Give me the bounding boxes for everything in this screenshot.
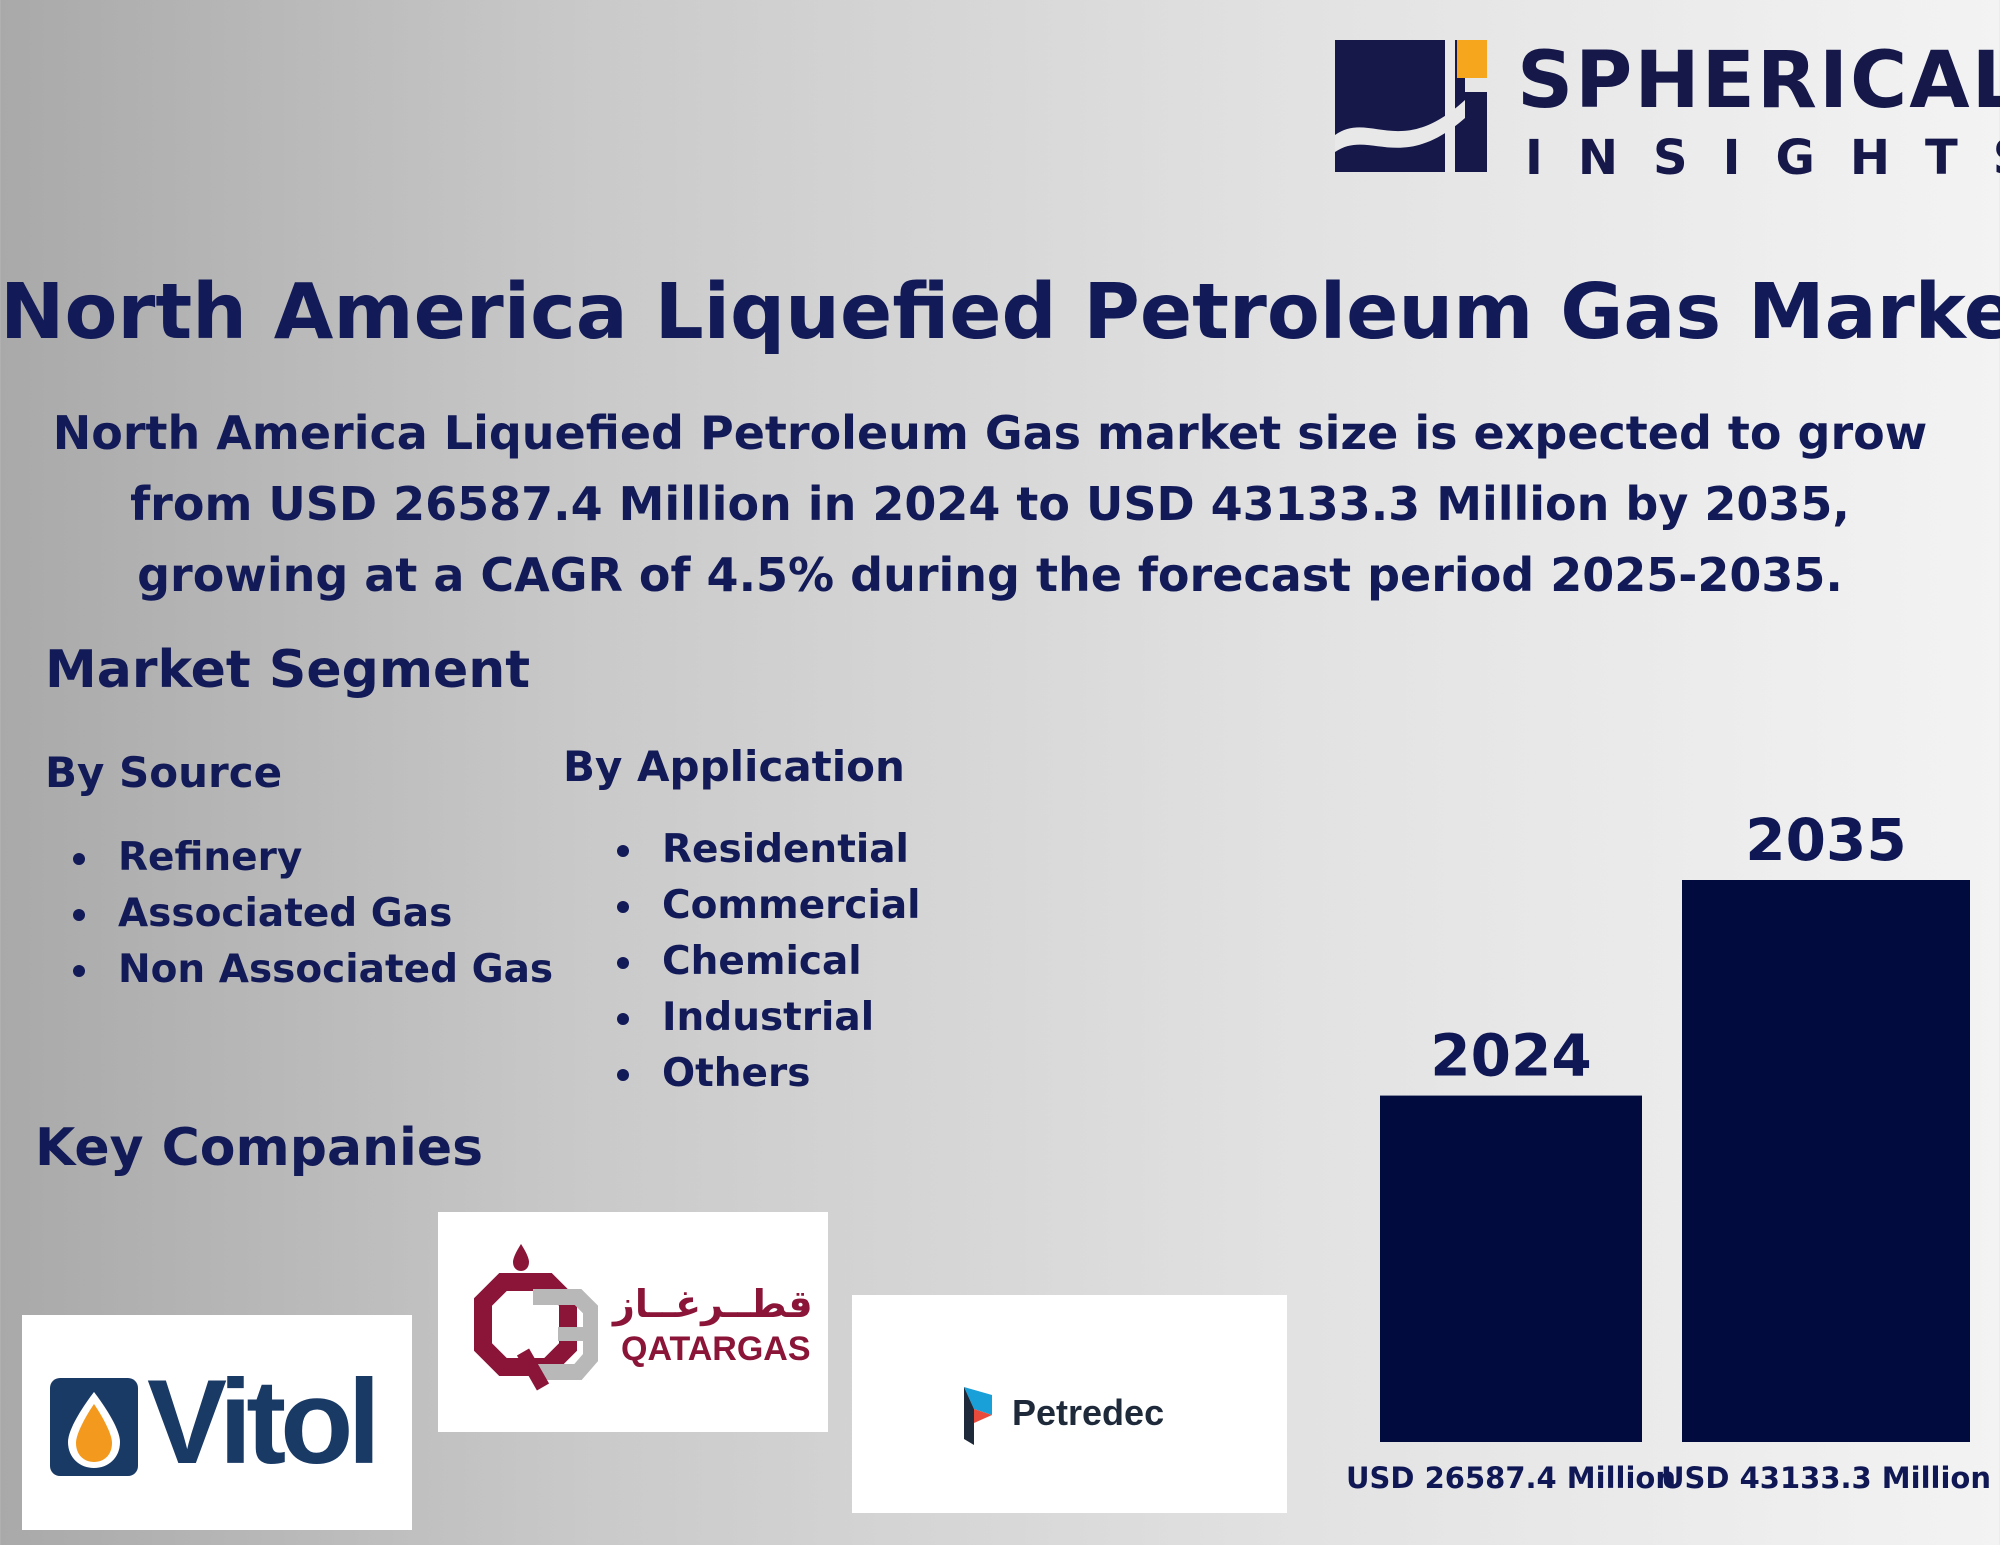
by-source-heading: By Source	[45, 748, 283, 797]
bar-2035	[1682, 880, 1970, 1442]
brand-name: SPHERICAL	[1517, 36, 2000, 126]
list-item: Industrial	[617, 990, 921, 1046]
bar-category-label: 2024	[1430, 1022, 1591, 1090]
petredec-logo-icon	[964, 1387, 992, 1445]
by-application-list: Residential Commercial Chemical Industri…	[617, 822, 921, 1102]
bar-value-label: USD 43133.3 Million	[1661, 1461, 1991, 1495]
list-item: Non Associated Gas	[73, 942, 553, 998]
vitol-drop-logo-icon	[50, 1378, 138, 1476]
qatargas-logo-card: قطــرغــاز QATARGAS	[438, 1212, 828, 1432]
list-item: Commercial	[617, 878, 921, 934]
list-item: Residential	[617, 822, 921, 878]
key-companies-heading: Key Companies	[35, 1118, 484, 1178]
by-application-heading: By Application	[563, 742, 905, 791]
qatargas-name: QATARGAS	[621, 1330, 811, 1368]
bar-value-label: USD 26587.4 Million	[1346, 1461, 1676, 1495]
petredec-logo-card: Petredec	[852, 1295, 1287, 1513]
market-segment-heading: Market Segment	[45, 640, 531, 700]
list-item: Chemical	[617, 934, 921, 990]
by-source-list: Refinery Associated Gas Non Associated G…	[73, 830, 553, 998]
brand-logo: SPHERICAL INSIGHTS	[1335, 36, 2000, 186]
vitol-name: Vitol	[147, 1355, 381, 1489]
spherical-insights-logo-icon	[1335, 40, 1487, 172]
bar-2024	[1380, 1095, 1642, 1442]
vitol-logo-card: Vitol	[22, 1315, 412, 1530]
bar-category-label: 2035	[1745, 806, 1906, 874]
list-item: Others	[617, 1046, 921, 1102]
list-item: Refinery	[73, 830, 553, 886]
list-item: Associated Gas	[73, 886, 553, 942]
market-summary: North America Liquefied Petroleum Gas ma…	[52, 406, 1928, 602]
page-title: North America Liquefied Petroleum Gas Ma…	[0, 268, 2000, 357]
market-size-bar-chart: 2024 USD 26587.4 Million 2035 USD 43133.3 M…	[1346, 806, 1991, 1495]
qatargas-arabic-name: قطــرغــاز	[613, 1282, 813, 1326]
brand-tagline: INSIGHTS	[1525, 130, 2000, 186]
petredec-name: Petredec	[1012, 1392, 1165, 1433]
qatargas-qg-logo-icon	[474, 1244, 598, 1391]
